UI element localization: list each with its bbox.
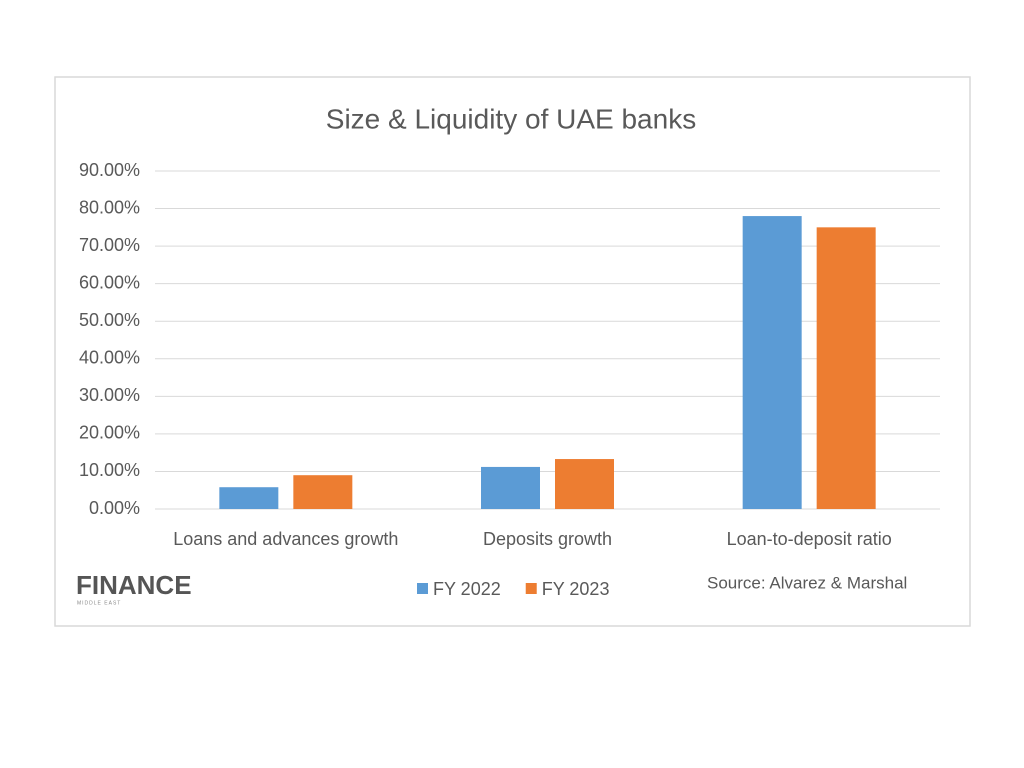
source: Source: Alvarez & Marshal bbox=[707, 573, 907, 592]
y-tick-label: 30.00% bbox=[79, 385, 140, 405]
bar bbox=[742, 216, 802, 510]
y-tick-label: 60.00% bbox=[79, 272, 140, 292]
y-tick-label: 10.00% bbox=[79, 460, 140, 480]
logo: FINANCE bbox=[76, 570, 192, 600]
bar bbox=[293, 475, 353, 509]
y-tick-label: 80.00% bbox=[79, 197, 140, 217]
chart-title: Size & Liquidity of UAE banks bbox=[326, 103, 696, 134]
x-tick-label: Loans and advances growth bbox=[173, 529, 398, 549]
bar bbox=[816, 227, 876, 510]
legend-label: FY 2022 bbox=[433, 579, 501, 599]
y-tick-label: 70.00% bbox=[79, 235, 140, 255]
x-tick-label: Deposits growth bbox=[483, 529, 612, 549]
logo-subtitle: MIDDLE EAST bbox=[77, 600, 121, 606]
bar bbox=[219, 487, 279, 509]
y-tick-label: 20.00% bbox=[79, 423, 140, 443]
legend-swatch bbox=[417, 583, 428, 594]
bar bbox=[555, 459, 614, 509]
y-tick-label: 40.00% bbox=[79, 348, 140, 368]
bar bbox=[481, 466, 540, 509]
y-tick-label: 50.00% bbox=[79, 310, 140, 330]
y-tick-label: 0.00% bbox=[89, 498, 140, 518]
x-tick-label: Loan-to-deposit ratio bbox=[727, 529, 892, 549]
legend-label: FY 2023 bbox=[542, 579, 610, 599]
y-tick-label: 90.00% bbox=[79, 160, 140, 180]
legend-swatch bbox=[525, 583, 537, 594]
